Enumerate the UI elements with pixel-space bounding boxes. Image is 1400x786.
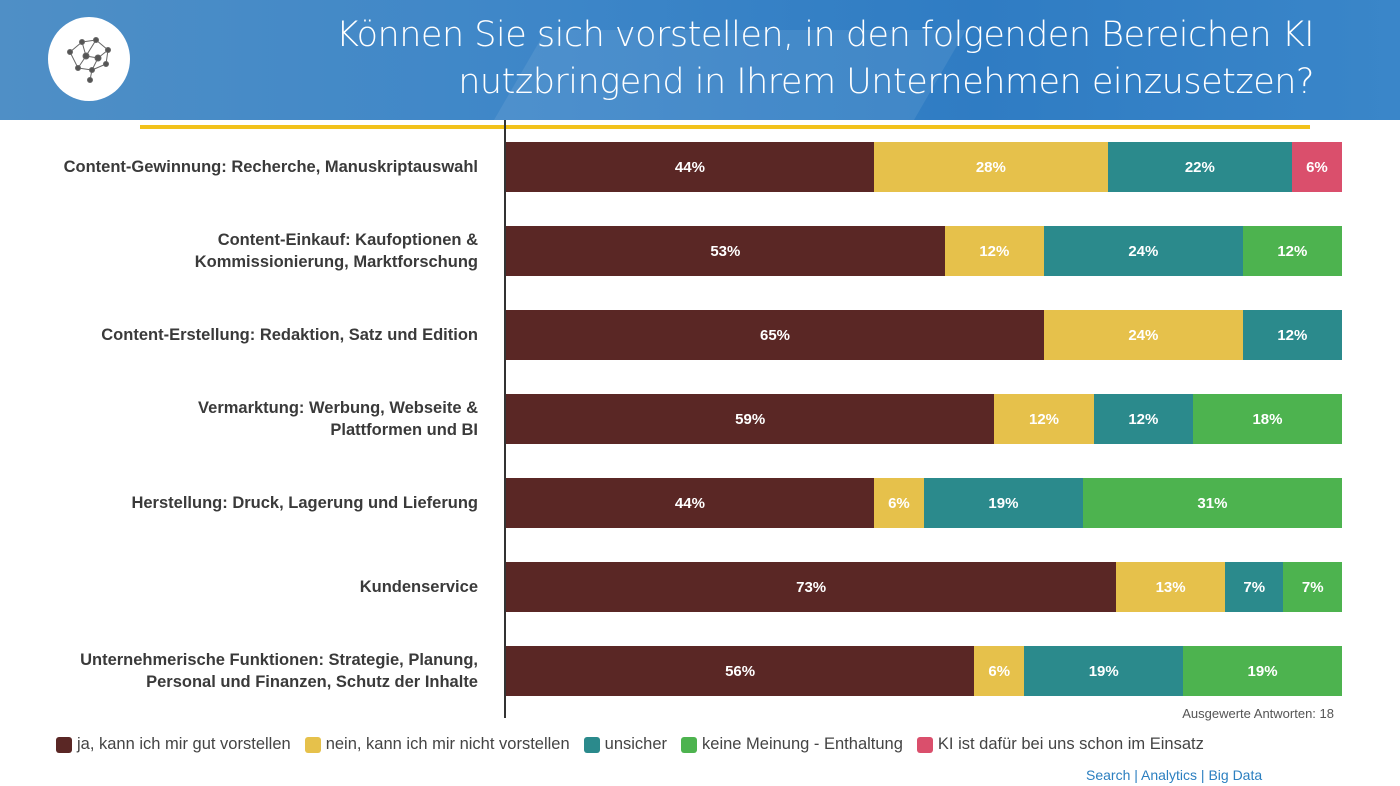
category-axis-line [504,120,506,718]
data-label: 7% [1243,578,1266,596]
legend-item: nein, kann ich mir nicht vorstellen [304,735,570,754]
data-label: 19% [988,494,1019,512]
data-label: 56% [725,662,756,680]
legend-swatch [583,736,600,753]
data-label: 44% [674,158,705,176]
data-label: 7% [1301,578,1324,596]
data-label: 12% [1277,242,1308,260]
bar-segment: 53% [506,226,945,276]
legend: ja, kann ich mir gut vorstellen nein, kan… [56,735,1204,754]
data-label: 22% [1184,158,1215,176]
data-label: 65% [759,326,791,344]
data-label: 6% [888,494,910,512]
responses-count: Ausgewerte Antworten: 18 [1182,706,1334,721]
bar-segment: 12% [1093,394,1193,444]
data-label: 59% [735,410,766,428]
bar-segment: 12% [944,226,1044,276]
category-label-line: Content-Gewinnung: Recherche, Manuskript… [63,158,478,176]
data-label: 24% [1128,242,1159,260]
data-label: 19% [1088,662,1119,680]
data-label: 31% [1197,494,1228,512]
bar-segment: 6% [974,646,1025,696]
bar-segment: 44% [506,478,874,528]
bar-segment: 6% [873,478,924,528]
bar-segment: 12% [994,394,1094,444]
bar-segment: 12% [1242,226,1342,276]
category-label-line: Kundenservice [359,578,478,596]
legend-item: keine Meinung - Enthaltung [681,735,903,754]
bar-segment: 44% [506,142,874,192]
bar-segment: 7% [1283,562,1342,612]
category-label: Unternehmerische Funktionen: Strategie, … [8,649,478,693]
bar-segment: 59% [506,394,995,444]
bar-segment: 28% [873,142,1108,192]
data-label: 12% [1128,410,1159,428]
data-label: 6% [988,662,1011,680]
category-label: Content-Erstellung: Redaktion, Satz und … [8,324,478,346]
bar-segment: 19% [1183,646,1342,696]
category-label-line: Personal und Finanzen, Schutz der Inhalt… [146,673,478,691]
bar-segment: 7% [1224,562,1284,612]
legend-item: unsicher [583,735,668,754]
category-label-line: Plattformen und BI [330,421,478,439]
category-label-line: Vermarktung: Werbung, Webseite & [198,399,478,417]
legend-label: keine Meinung - Enthaltung [702,735,903,753]
legend-label: ja, kann ich mir gut vorstellen [77,735,291,753]
legend-swatch [916,736,933,753]
legend-item: KI ist dafür bei uns schon im Einsatz [916,735,1204,754]
bar-segment: 18% [1193,394,1342,444]
bar-segment: 31% [1082,478,1342,528]
bar-segment: 22% [1107,142,1292,192]
data-label: 18% [1252,410,1283,428]
bar-segment: 65% [506,310,1045,360]
category-label-line: Herstellung: Druck, Lagerung und Lieferu… [131,494,478,512]
title-line-2: nutzbringend in Ihrem Unternehmen einzus… [458,62,1314,102]
category-label-line: Unternehmerische Funktionen: Strategie, … [80,651,478,669]
header-banner: Können Sie sich vorstellen, in den folge… [0,0,1400,120]
data-label: 12% [979,242,1010,260]
bar-segment: 19% [924,478,1083,528]
data-label: 28% [975,158,1006,176]
bar-segment: 19% [1024,646,1184,696]
category-label-line: Content-Erstellung: Redaktion, Satz und … [101,326,478,344]
legend-swatch [56,736,72,753]
category-label: Content-Gewinnung: Recherche, Manuskript… [8,156,478,178]
bar-segment: 6% [1291,142,1342,192]
brain-network-logo [48,17,130,101]
category-label: Content-Einkauf: Kaufoptionen & Kommissio… [8,229,478,273]
category-label: Vermarktung: Werbung, Webseite & Plattfor… [8,397,478,441]
legend-swatch [681,736,698,753]
data-label: 13% [1155,578,1186,596]
category-label: Herstellung: Druck, Lagerung und Lieferu… [8,492,478,514]
legend-label: unsicher [604,735,668,753]
data-label: 24% [1128,326,1159,344]
bar-segment: 24% [1044,226,1243,276]
brain-network-icon [67,37,111,83]
category-label-line: Kommissionierung, Marktforschung [194,253,478,271]
bar-segment: 13% [1116,562,1225,612]
page-title: Können Sie sich vorstellen, in den folge… [335,12,1315,106]
data-label: 73% [796,578,827,596]
data-label: 19% [1247,662,1278,680]
bar-segment: 12% [1242,310,1342,360]
category-label-line: Content-Einkauf: Kaufoptionen & [217,231,478,249]
bar-segment: 73% [506,562,1117,612]
data-label: 12% [1277,326,1308,344]
legend-label: KI ist dafür bei uns schon im Einsatz [937,735,1204,753]
footer-tagline: Search | Analytics | Big Data [1086,767,1263,783]
data-label: 6% [1306,158,1328,176]
data-label: 44% [674,494,705,512]
legend-item: ja, kann ich mir gut vorstellen [56,735,291,754]
bar-segment: 56% [506,646,975,696]
data-label: 12% [1028,410,1060,428]
legend-swatch [304,736,321,753]
accent-divider [140,125,1310,129]
legend-label: nein, kann ich mir nicht vorstellen [325,735,570,753]
title-line-1: Können Sie sich vorstellen, in den folge… [335,15,1315,55]
data-label: 53% [710,242,741,260]
category-label: Kundenservice [8,576,478,598]
bar-segment: 24% [1044,310,1243,360]
